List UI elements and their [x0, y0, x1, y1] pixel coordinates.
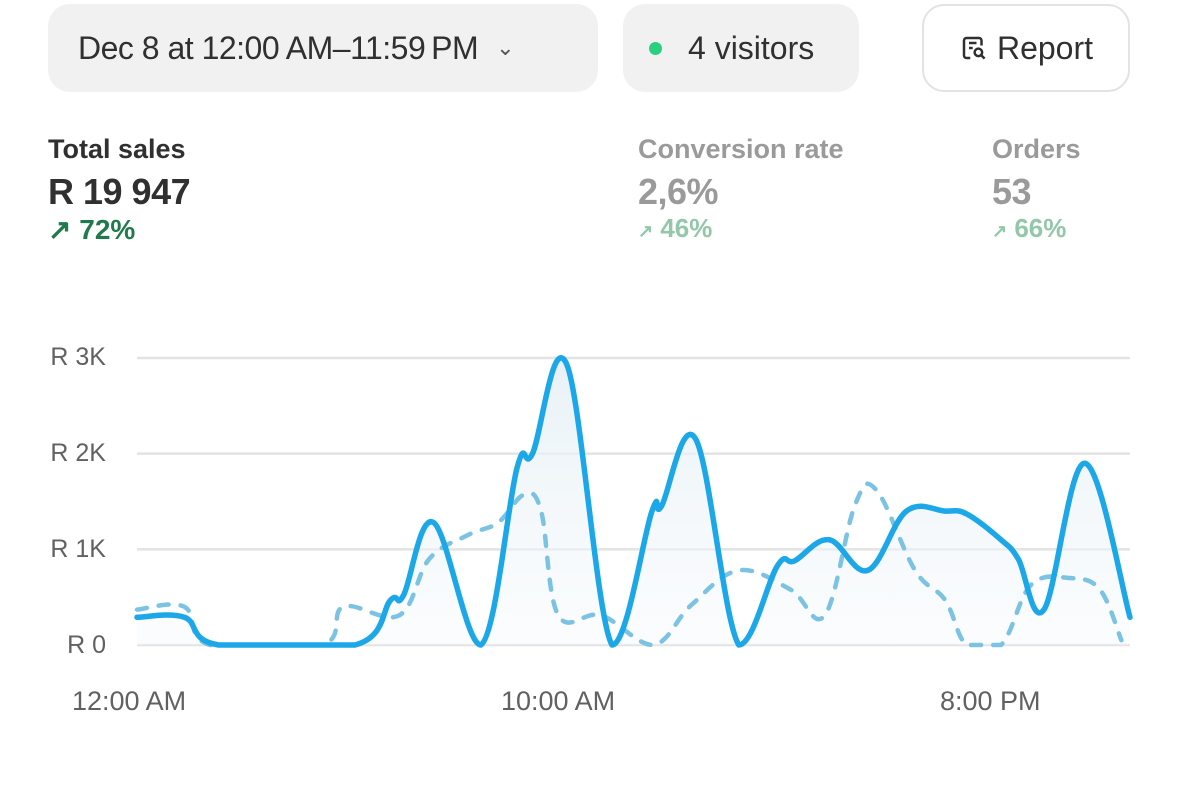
metric-change-value: 72%: [79, 214, 136, 245]
y-tick-label: R 0: [67, 631, 106, 659]
x-tick-label: 12:00 AM: [72, 686, 187, 716]
sales-series-line: [134, 355, 1133, 648]
live-visitors-button[interactable]: 4 visitors: [623, 4, 859, 92]
metric-label: Total sales: [48, 134, 186, 164]
metric-value: R 19 947: [48, 171, 191, 212]
date-range-selector[interactable]: Dec 8 at 12:00 AM–11:59 PM ⌄: [48, 4, 598, 92]
x-tick-label: 10:00 AM: [501, 686, 616, 716]
report-button[interactable]: Report: [922, 4, 1130, 92]
arrow-up-right-icon: ↗: [992, 221, 1008, 241]
report-label: Report: [996, 29, 1094, 66]
chevron-down-icon: ⌄: [496, 35, 515, 60]
metric-change: ↗ 46%: [638, 213, 844, 244]
metric-label: Orders: [992, 134, 1081, 164]
y-tick-label: R 3K: [50, 343, 106, 371]
metric-conversion-rate[interactable]: Conversion rate 2,6% ↗ 46%: [638, 134, 844, 244]
x-tick-label: 8:00 PM: [940, 686, 1041, 716]
metric-orders[interactable]: Orders 53 ↗ 66%: [992, 134, 1081, 244]
metric-change-value: 46%: [660, 213, 713, 243]
metric-change: ↗ 66%: [992, 213, 1081, 244]
date-range-label: Dec 8 at 12:00 AM–11:59 PM: [78, 29, 479, 66]
metric-change-value: 66%: [1014, 213, 1067, 243]
sales-area-fill: [137, 357, 1130, 645]
visitors-count: 4 visitors: [688, 29, 815, 66]
live-status-dot-icon: [649, 41, 662, 55]
metric-label: Conversion rate: [638, 134, 844, 164]
report-search-icon: [962, 36, 986, 60]
metric-total-sales[interactable]: Total sales R 19 947 ↗ 72%: [48, 134, 191, 246]
metric-value: 53: [992, 171, 1032, 212]
metric-value: 2,6%: [638, 171, 719, 212]
comparison-series-line: [134, 481, 1124, 648]
arrow-up-right-icon: ↗: [638, 221, 654, 241]
arrow-up-right-icon: ↗: [48, 214, 72, 245]
y-tick-label: R 2K: [50, 439, 106, 467]
metric-change: ↗ 72%: [48, 213, 190, 246]
y-tick-label: R 1K: [50, 535, 106, 563]
